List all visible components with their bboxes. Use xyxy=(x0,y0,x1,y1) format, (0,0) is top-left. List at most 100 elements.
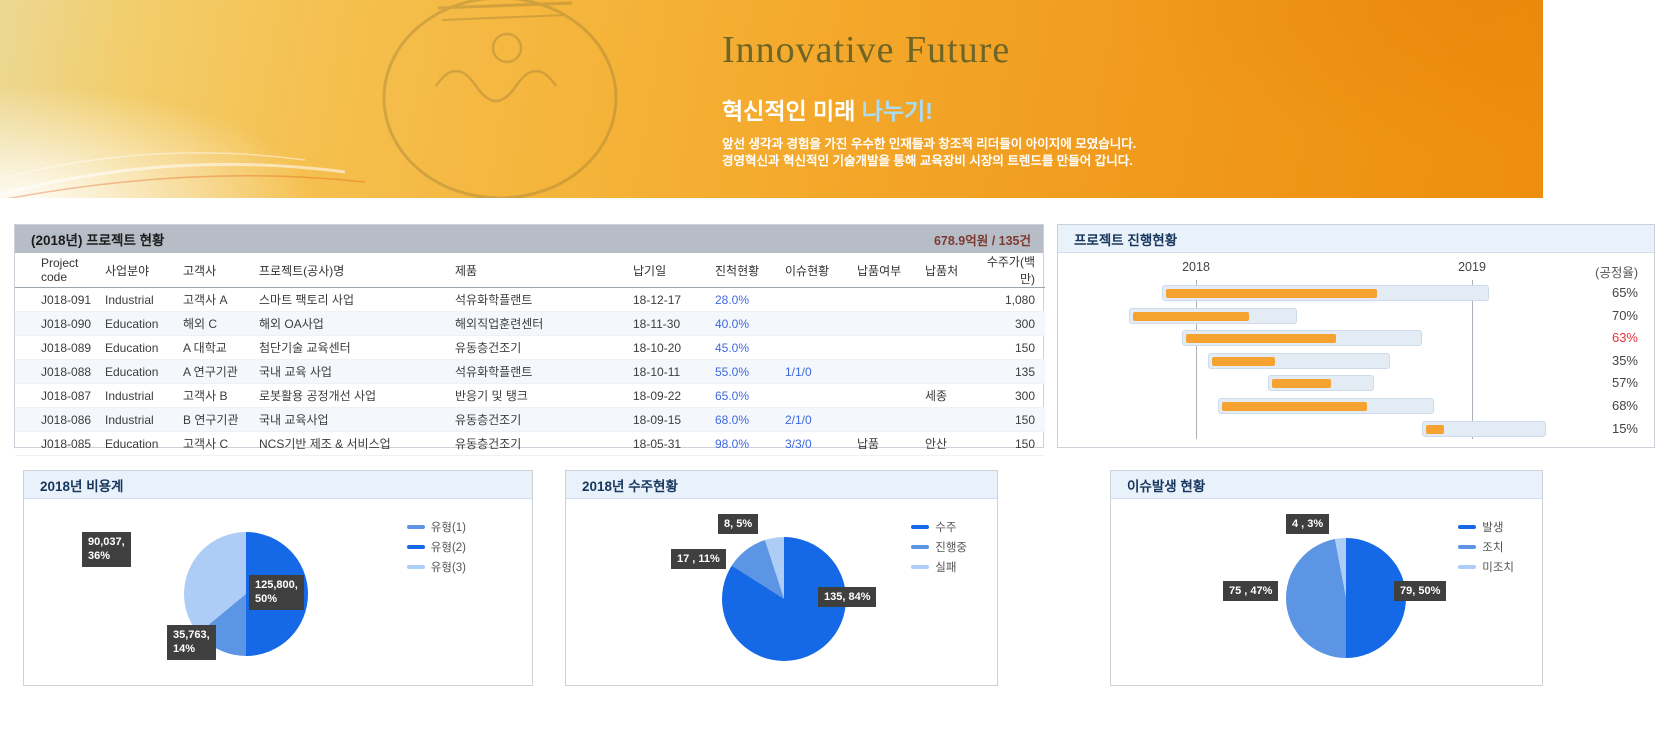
gantt-progress-fill xyxy=(1272,379,1332,389)
gantt-gridlines xyxy=(1076,280,1556,439)
table-cell xyxy=(849,335,917,360)
pie-body: 발생 조치 미조치 4 , 3% 75 , 47% 79, 50% xyxy=(1111,499,1542,686)
table-cell: Education xyxy=(97,359,175,384)
table-cell xyxy=(917,359,973,384)
table-cell xyxy=(777,287,849,312)
pie-callout-label: 75 , 47% xyxy=(1223,581,1279,602)
column-header: 납품여부 xyxy=(849,253,917,288)
table-cell: 18-10-11 xyxy=(625,359,707,384)
legend-swatch xyxy=(911,565,930,569)
gantt-track xyxy=(1421,420,1547,437)
table-cell: 고객사 A xyxy=(175,287,251,312)
legend-item: 유형(1) xyxy=(406,519,466,535)
column-header: 수주가(백만) xyxy=(973,253,1045,288)
subtitle-accent: 나누기! xyxy=(861,98,933,124)
gantt-row: 68% xyxy=(1076,395,1638,418)
table-cell: 40.0% xyxy=(707,311,777,336)
table-cell: 해외 OA사업 xyxy=(251,311,447,336)
gantt-progress-fill xyxy=(1132,311,1249,321)
pie-callout-label: 135, 84% xyxy=(818,587,877,608)
subtitle-main: 혁신적인 미래 xyxy=(722,98,862,124)
legend: 발생 조치 미조치 xyxy=(1458,519,1514,579)
gantt-track xyxy=(1208,352,1391,369)
legend-swatch xyxy=(911,525,930,529)
table-cell: Education xyxy=(97,335,175,360)
table-cell: J018-089 xyxy=(15,335,97,360)
table-cell: 300 xyxy=(973,383,1045,408)
gantt-track xyxy=(1268,375,1374,392)
axis-label: 2018 xyxy=(1182,260,1210,274)
table-cell: 국내 교육사업 xyxy=(251,407,447,432)
gantt-bar-zone xyxy=(1076,350,1556,373)
pie-title: 2018년 수주현황 xyxy=(582,478,678,494)
table-cell: 150 xyxy=(973,407,1045,432)
table-cell: 고객사 B xyxy=(175,383,251,408)
gantt-bar-zone xyxy=(1076,372,1556,395)
table-cell xyxy=(849,287,917,312)
table-title: (2018년) 프로젝트 현황 xyxy=(31,233,165,248)
table-cell: Industrial xyxy=(97,407,175,432)
table-cell: 18-10-20 xyxy=(625,335,707,360)
table-cell xyxy=(849,359,917,384)
cost-pie-panel: 2018년 비용계 유형(1) 유형(2) 유형(3) 90,037, 36% 125,… xyxy=(23,470,533,686)
pie-body: 유형(1) 유형(2) 유형(3) 90,037, 36% 125,800, 50% 35… xyxy=(24,499,532,686)
gantt-track xyxy=(1128,307,1297,324)
legend-label: 수주 xyxy=(935,522,957,534)
table-cell xyxy=(777,335,849,360)
table-cell: J018-091 xyxy=(15,287,97,312)
project-table: Project code 사업분야 고객사 프로젝트(공사)명 제품 납기일 진척현황 이슈현… xyxy=(15,253,1045,456)
table-cell: 45.0% xyxy=(707,335,777,360)
gantt-track xyxy=(1181,330,1422,347)
column-header: Project code xyxy=(15,253,97,288)
gantt-axis: 2018 2019 xyxy=(1076,260,1556,278)
legend-label: 유형(3) xyxy=(430,562,466,574)
banner-text-block: Innovative Future 혁신적인 미래 나누기! 앞선 생각과 경험… xyxy=(722,28,1136,170)
pie-callout-label: 17 , 11% xyxy=(671,549,726,570)
gantt-body: 2018 2019 (공정율) 65% 70% 63% 35% 57% 68% 15% xyxy=(1058,253,1654,447)
gantt-row: 15% xyxy=(1076,418,1638,441)
unit-label: (공정율) xyxy=(1595,266,1638,280)
pie-body: 수주 진행중 실패 8, 5% 17 , 11% 135, 84% xyxy=(566,499,997,686)
table-header-row: Project code 사업분야 고객사 프로젝트(공사)명 제품 납기일 진척현황 이슈현… xyxy=(15,253,1045,288)
legend: 수주 진행중 실패 xyxy=(911,519,967,579)
legend-item: 진행중 xyxy=(911,539,967,555)
gridline xyxy=(1472,280,1473,439)
table-cell: 석유화학플랜트 xyxy=(447,287,625,312)
table-cell: 1,080 xyxy=(973,287,1045,312)
legend-swatch xyxy=(406,565,425,569)
pie-callout-label: 4 , 3% xyxy=(1286,514,1330,535)
table-panel-header: (2018년) 프로젝트 현황 678.9억원 / 135건 xyxy=(15,225,1043,253)
table-cell: 18-12-17 xyxy=(625,287,707,312)
table-cell: J018-085 xyxy=(15,431,97,456)
pie-panel-header: 2018년 비용계 xyxy=(24,471,532,499)
table-cell: Education xyxy=(97,431,175,456)
legend-label: 조치 xyxy=(1482,542,1504,554)
gantt-bar-zone xyxy=(1076,305,1556,328)
table-cell: 135 xyxy=(973,359,1045,384)
gantt-bar-zone xyxy=(1076,327,1556,350)
table-cell: Industrial xyxy=(97,287,175,312)
legend-item: 미조치 xyxy=(1458,559,1514,575)
pie-callout-label: 90,037, 36% xyxy=(82,532,131,567)
table-cell xyxy=(849,407,917,432)
gantt-row: 35% xyxy=(1076,350,1638,373)
legend-swatch xyxy=(406,525,425,529)
project-status-panel: (2018년) 프로젝트 현황 678.9억원 / 135건 Project c… xyxy=(14,224,1045,456)
table-cell: J018-087 xyxy=(15,383,97,408)
legend-swatch xyxy=(1458,525,1477,529)
table-row: J018-089 Education A 대학교 첨단기술 교육센터 유동층건조기 18-… xyxy=(15,335,1045,360)
gantt-row: 63% xyxy=(1076,327,1638,350)
progress-percent-label: 57% xyxy=(1611,375,1638,391)
legend-item: 유형(3) xyxy=(406,559,466,575)
gantt-bar-zone xyxy=(1076,395,1556,418)
column-header: 납기일 xyxy=(625,253,707,288)
gantt-progress-fill xyxy=(1166,289,1378,298)
pie-panel-header: 이슈발생 현황 xyxy=(1111,471,1542,499)
gantt-bar-zone xyxy=(1076,418,1556,441)
legend-label: 진행중 xyxy=(935,542,967,554)
pie-callout-label: 79, 50% xyxy=(1394,581,1447,602)
table-cell: 납품 xyxy=(849,431,917,456)
table-cell: A 대학교 xyxy=(175,335,251,360)
gantt-progress-fill xyxy=(1425,424,1444,434)
issues-pie-panel: 이슈발생 현황 발생 조치 미조치 4 , 3% 75 , 47% 79, 50% xyxy=(1110,470,1543,686)
